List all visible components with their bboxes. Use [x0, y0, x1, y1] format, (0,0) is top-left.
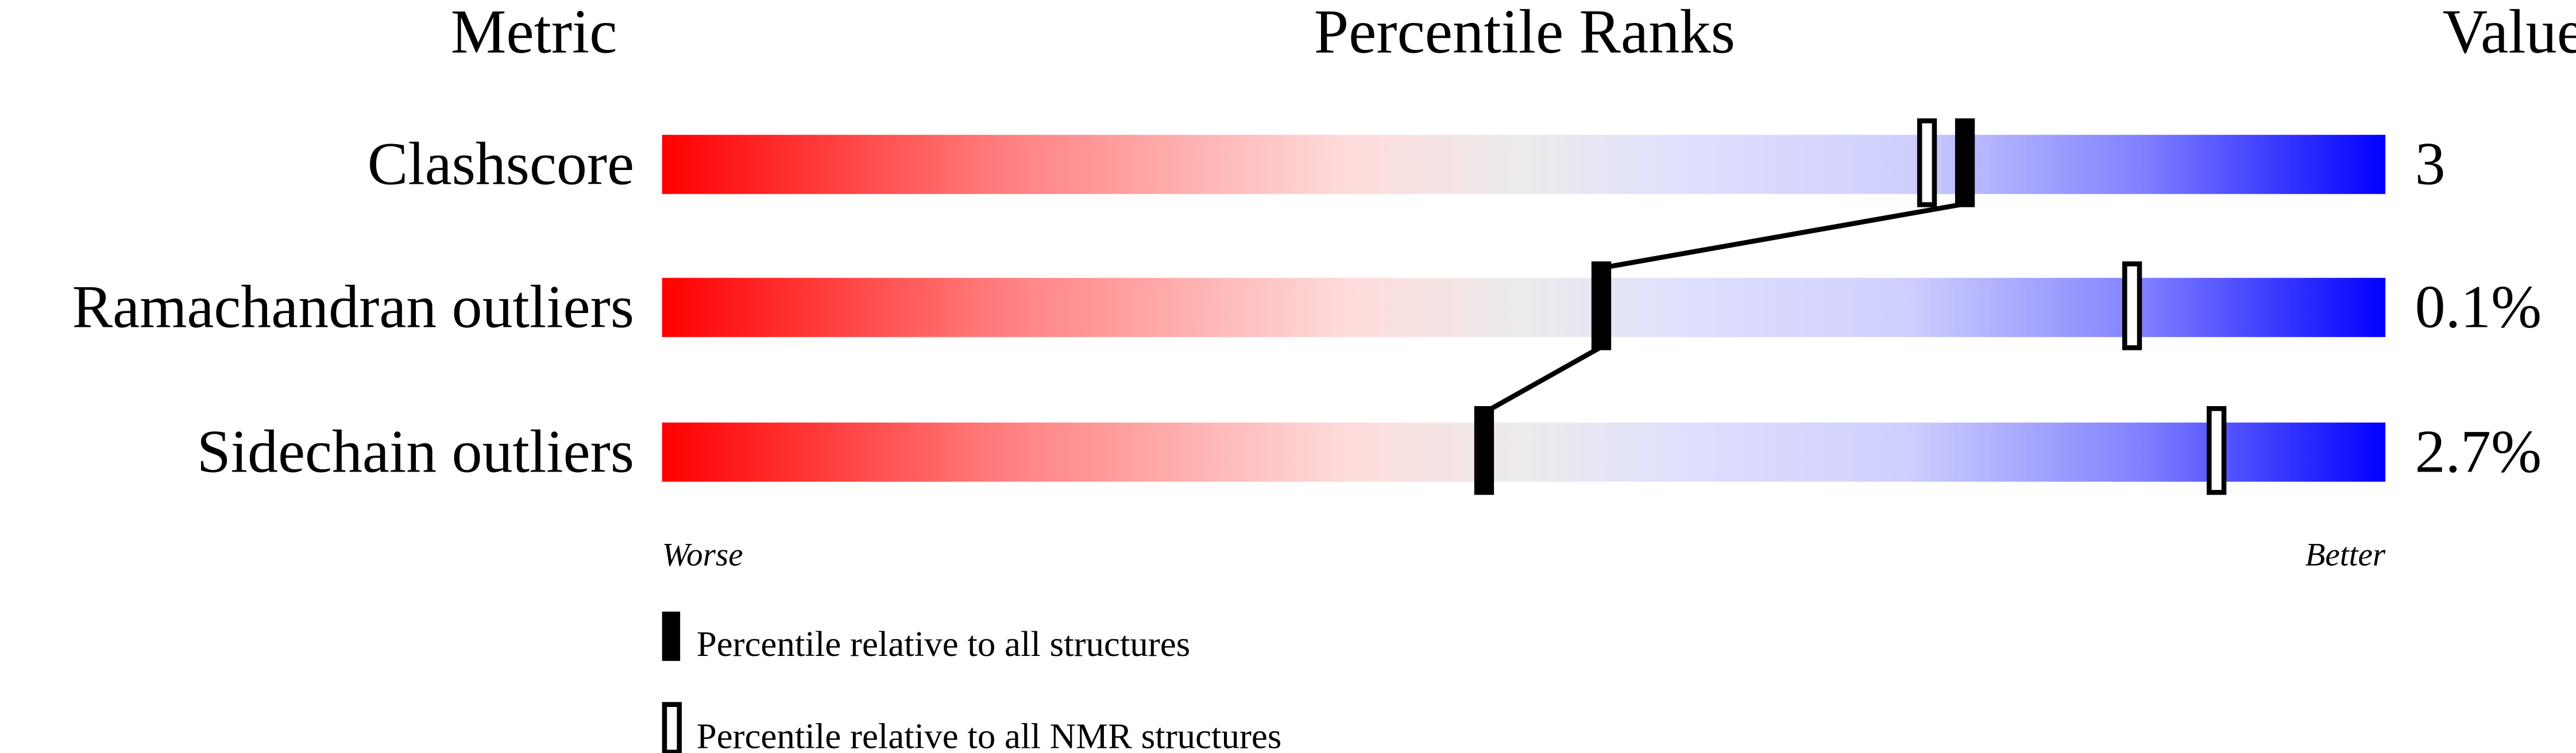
percentile-bar	[662, 422, 2386, 482]
connector-line	[1482, 345, 1603, 415]
header-value: Value	[2443, 0, 2576, 67]
legend-filled-marker-icon	[662, 611, 681, 661]
metric-value: 0.1%	[2415, 273, 2542, 341]
worse-label: Worse	[662, 537, 743, 573]
header-percentile-ranks: Percentile Ranks	[1314, 0, 1735, 67]
legend-nmr-structures: Percentile relative to all NMR structure…	[697, 716, 1282, 753]
all-percentile-marker	[1474, 406, 1494, 495]
percentile-bar	[662, 134, 2386, 194]
metric-value: 3	[2415, 130, 2446, 198]
legend-open-marker-icon	[662, 702, 682, 753]
all-percentile-marker	[1591, 261, 1612, 350]
nmr-percentile-marker	[2206, 406, 2227, 495]
better-label: Better	[2305, 537, 2385, 573]
all-percentile-marker	[1955, 118, 1975, 207]
connector-line	[1601, 201, 1965, 271]
metric-label: Clashscore	[368, 130, 634, 198]
metric-label: Ramachandran outliers	[72, 273, 634, 341]
header-metric: Metric	[451, 0, 617, 67]
nmr-percentile-marker	[1917, 118, 1937, 207]
metric-label: Sidechain outliers	[197, 418, 634, 485]
metric-value: 2.7%	[2415, 418, 2542, 485]
percentile-bar	[662, 277, 2386, 337]
nmr-percentile-marker	[2122, 261, 2142, 350]
legend-all-structures: Percentile relative to all structures	[697, 624, 1190, 664]
